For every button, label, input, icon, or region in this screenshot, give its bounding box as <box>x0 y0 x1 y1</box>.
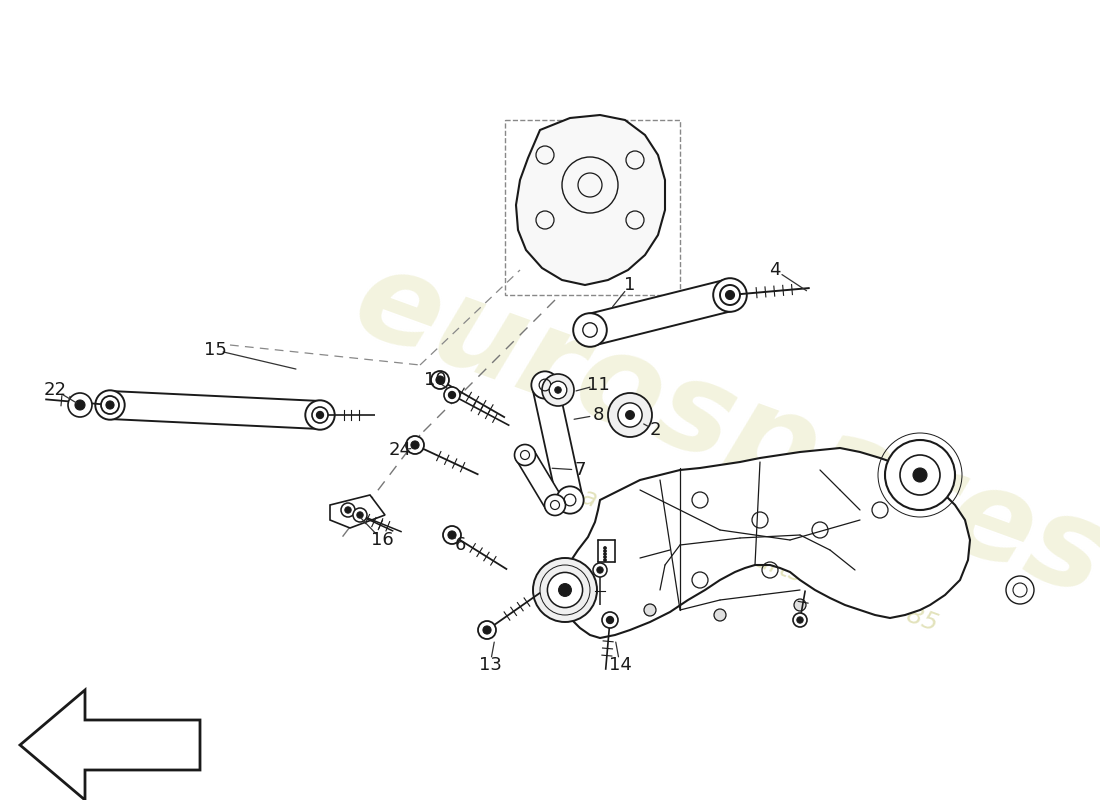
Circle shape <box>312 407 328 423</box>
Circle shape <box>1006 576 1034 604</box>
Circle shape <box>796 617 803 623</box>
Text: 1: 1 <box>625 276 636 294</box>
Polygon shape <box>20 690 200 800</box>
Circle shape <box>794 599 806 611</box>
Circle shape <box>604 550 606 553</box>
Circle shape <box>448 531 456 539</box>
Circle shape <box>356 512 363 518</box>
Text: 4: 4 <box>769 261 781 279</box>
Circle shape <box>604 558 606 562</box>
Circle shape <box>604 546 606 550</box>
Circle shape <box>606 616 614 624</box>
Text: 16: 16 <box>371 531 394 549</box>
Circle shape <box>345 507 351 513</box>
Text: 6: 6 <box>454 536 465 554</box>
Circle shape <box>515 445 536 466</box>
Circle shape <box>549 381 566 399</box>
Circle shape <box>714 609 726 621</box>
Text: 13: 13 <box>478 656 502 674</box>
Circle shape <box>317 411 323 418</box>
Text: 8: 8 <box>592 406 604 424</box>
Circle shape <box>101 396 119 414</box>
Circle shape <box>793 613 807 627</box>
Circle shape <box>608 393 652 437</box>
Circle shape <box>68 393 92 417</box>
Circle shape <box>913 468 927 482</box>
Circle shape <box>604 553 606 555</box>
Circle shape <box>548 573 583 608</box>
Polygon shape <box>532 382 583 502</box>
Text: 10: 10 <box>424 371 447 389</box>
Circle shape <box>443 526 461 544</box>
Circle shape <box>444 387 460 403</box>
Circle shape <box>602 612 618 628</box>
Polygon shape <box>586 279 734 346</box>
Circle shape <box>411 441 419 449</box>
Text: eurospares: eurospares <box>338 238 1100 622</box>
Circle shape <box>534 558 597 622</box>
Circle shape <box>406 436 424 454</box>
Text: 2: 2 <box>649 421 661 439</box>
Text: a passion for parts since 1985: a passion for parts since 1985 <box>579 484 942 636</box>
Text: 7: 7 <box>574 461 585 479</box>
Circle shape <box>559 584 571 597</box>
Circle shape <box>597 567 603 573</box>
Bar <box>505 120 680 295</box>
Text: 15: 15 <box>204 341 227 359</box>
Circle shape <box>544 494 565 515</box>
Circle shape <box>431 371 449 389</box>
Circle shape <box>644 604 656 616</box>
Circle shape <box>618 403 642 427</box>
Circle shape <box>557 486 584 514</box>
Polygon shape <box>109 391 321 429</box>
Circle shape <box>554 387 561 393</box>
Polygon shape <box>562 448 970 638</box>
Circle shape <box>713 278 747 312</box>
Text: 11: 11 <box>586 376 609 394</box>
Circle shape <box>478 621 496 639</box>
Circle shape <box>449 391 455 398</box>
Circle shape <box>341 503 355 517</box>
Text: 14: 14 <box>608 656 631 674</box>
Polygon shape <box>330 495 385 528</box>
Circle shape <box>353 508 367 522</box>
Circle shape <box>573 313 607 347</box>
Circle shape <box>96 390 124 420</box>
Text: 24: 24 <box>388 441 411 459</box>
Circle shape <box>483 626 491 634</box>
Text: 22: 22 <box>44 381 66 399</box>
Circle shape <box>106 401 114 409</box>
Circle shape <box>604 555 606 558</box>
Circle shape <box>720 285 740 305</box>
Circle shape <box>726 290 735 299</box>
Circle shape <box>75 400 85 410</box>
Circle shape <box>531 371 559 398</box>
Polygon shape <box>516 450 563 510</box>
Circle shape <box>306 400 334 430</box>
Circle shape <box>900 455 940 495</box>
Polygon shape <box>516 115 666 285</box>
Circle shape <box>436 376 444 384</box>
Circle shape <box>542 374 574 406</box>
Circle shape <box>593 563 607 577</box>
Circle shape <box>886 440 955 510</box>
Circle shape <box>626 410 635 419</box>
